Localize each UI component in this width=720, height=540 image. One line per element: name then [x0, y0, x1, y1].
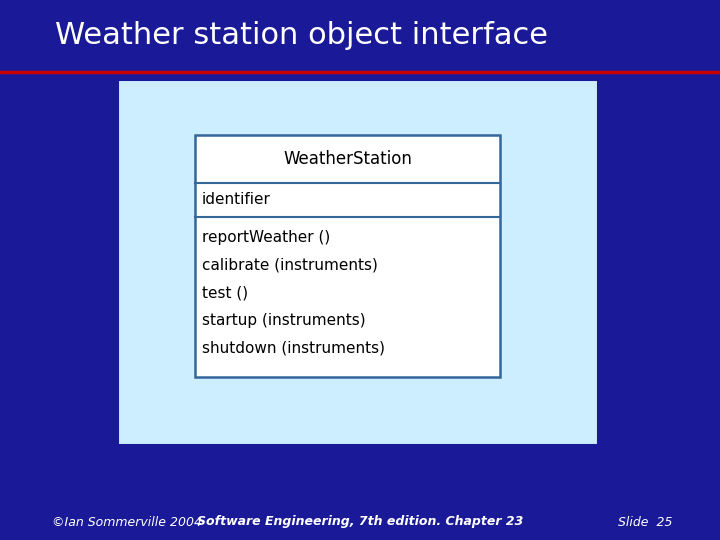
Text: reportWeather (): reportWeather () — [202, 230, 330, 245]
Text: identifier: identifier — [202, 192, 271, 207]
Text: test (): test () — [202, 285, 248, 300]
Bar — [195, 135, 500, 377]
Text: WeatherStation: WeatherStation — [283, 150, 412, 168]
Text: Software Engineering, 7th edition. Chapter 23: Software Engineering, 7th edition. Chapt… — [197, 516, 523, 529]
Text: calibrate (instruments): calibrate (instruments) — [202, 258, 378, 273]
Text: ©Ian Sommerville 2004: ©Ian Sommerville 2004 — [52, 516, 202, 529]
Bar — [118, 80, 598, 445]
Text: startup (instruments): startup (instruments) — [202, 313, 366, 328]
Text: Weather station object interface: Weather station object interface — [55, 21, 548, 50]
Text: Slide  25: Slide 25 — [618, 516, 672, 529]
Text: shutdown (instruments): shutdown (instruments) — [202, 341, 385, 355]
